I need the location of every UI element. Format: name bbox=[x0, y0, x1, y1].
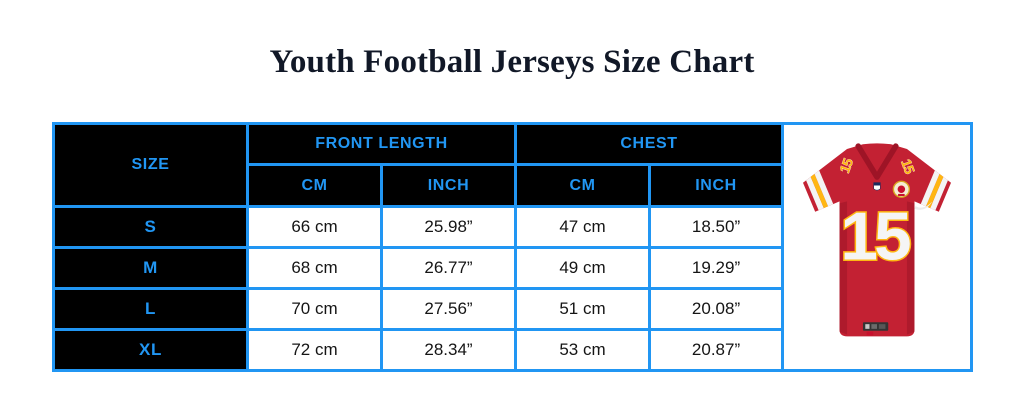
front-inch-cell: 28.34” bbox=[380, 328, 517, 372]
chest-cm-cell: 47 cm bbox=[514, 205, 651, 249]
header-chest: CHEST bbox=[513, 122, 785, 166]
page-title: Youth Football Jerseys Size Chart bbox=[269, 44, 755, 80]
jersey-photo-cell: 15 15 15 bbox=[781, 122, 974, 372]
chest-inch-cell: 20.08” bbox=[647, 287, 785, 331]
size-cell: S bbox=[52, 205, 249, 249]
jersey-image: 15 15 15 bbox=[803, 142, 952, 336]
table-row-xl: XL 72 cm 28.34” 53 cm 20.87” bbox=[52, 328, 972, 372]
jersey-jocktag bbox=[862, 321, 889, 335]
front-cm-cell: 72 cm bbox=[246, 328, 383, 372]
table-row-m: M 68 cm 26.77” 49 cm 19.29” bbox=[52, 246, 972, 290]
front-cm-cell: 66 cm bbox=[246, 205, 383, 249]
jersey-side-shade-right bbox=[906, 200, 915, 334]
size-cell: M bbox=[52, 246, 249, 290]
front-inch-cell: 27.56” bbox=[380, 287, 517, 331]
jersey-number: 15 bbox=[840, 199, 910, 274]
front-cm-cell: 68 cm bbox=[246, 246, 383, 290]
header-size: SIZE bbox=[52, 122, 249, 208]
chest-inch-cell: 19.29” bbox=[647, 246, 785, 290]
nfl-shield-icon bbox=[873, 181, 881, 190]
jersey-side-shade-left bbox=[839, 200, 848, 334]
chest-cm-cell: 53 cm bbox=[514, 328, 651, 372]
header-chest-cm: CM bbox=[514, 163, 651, 208]
front-inch-cell: 26.77” bbox=[380, 246, 517, 290]
header-chest-inch: INCH bbox=[647, 163, 785, 208]
size-cell: XL bbox=[52, 328, 249, 372]
front-inch-cell: 25.98” bbox=[380, 205, 517, 249]
chest-cm-cell: 51 cm bbox=[514, 287, 651, 331]
front-cm-cell: 70 cm bbox=[246, 287, 383, 331]
chest-inch-cell: 18.50” bbox=[647, 205, 785, 249]
sleeve-stripes-left bbox=[804, 169, 836, 212]
chest-inch-cell: 20.87” bbox=[647, 328, 785, 372]
vneck-collar bbox=[855, 142, 899, 180]
chest-cm-cell: 49 cm bbox=[514, 246, 651, 290]
size-chart-table: SIZE FRONT LENGTH CHEST bbox=[52, 122, 974, 372]
table-row-s: S 66 cm 25.98” 47 cm 18.50” bbox=[52, 205, 972, 249]
team-patch-icon bbox=[892, 180, 911, 198]
sleeve-stripes-right bbox=[918, 169, 950, 212]
header-front-cm: CM bbox=[246, 163, 383, 208]
nike-swoosh-icon bbox=[914, 200, 933, 210]
size-cell: L bbox=[52, 287, 249, 331]
header-front-length: FRONT LENGTH bbox=[246, 122, 517, 166]
table-row-l: L 70 cm 27.56” 51 cm 20.08” bbox=[52, 287, 972, 331]
header-front-inch: INCH bbox=[380, 163, 517, 208]
